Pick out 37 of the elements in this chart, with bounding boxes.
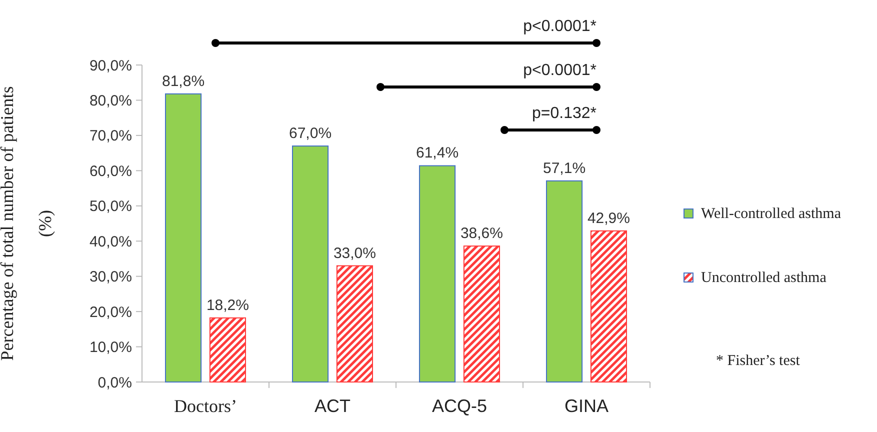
y-tick-label: 30,0% (89, 268, 132, 286)
y-tick-label: 90,0% (89, 57, 132, 74)
y-axis-title: Percentage of total number of patients (%) (0, 86, 55, 361)
bar (164, 93, 202, 382)
y-tick-label: 20,0% (89, 304, 132, 321)
data-label: 67,0% (289, 125, 332, 142)
data-label: 57,1% (543, 160, 586, 177)
y-tick-label: 10,0% (89, 339, 132, 356)
x-tick-label: GINA (564, 396, 609, 416)
x-tick-label: ACQ-5 (432, 396, 488, 416)
bar (590, 230, 628, 382)
data-label: 33,0% (333, 244, 376, 262)
x-tick-label: Doctors’ (174, 396, 237, 416)
data-label: 38,6% (460, 225, 503, 242)
data-label: 18,2% (206, 296, 249, 314)
annotation: p=0.132* (532, 105, 596, 122)
data-label: 81,8% (162, 72, 205, 90)
legend-label: Uncontrolled asthma (701, 270, 827, 286)
bar (463, 246, 500, 382)
bar (336, 265, 374, 382)
y-tick-label: 60,0% (89, 162, 132, 180)
text: * Fisher’s test (716, 353, 801, 369)
bar (209, 317, 246, 382)
y-tick-label: 70,0% (89, 128, 132, 145)
bar (292, 146, 329, 382)
annotation: p<0.0001* (523, 62, 596, 79)
bar (418, 165, 456, 382)
x-tick-label: ACT (314, 396, 351, 416)
y-tick-label: 50,0% (89, 198, 132, 216)
text: p<0.0001* (523, 18, 596, 35)
y-tick-label: 40,0% (89, 233, 132, 250)
legend-label: Well-controlled asthma (701, 206, 842, 222)
data-label: 42,9% (587, 210, 630, 227)
y-tick-label: 0,0% (98, 374, 132, 392)
data-label: 61,4% (416, 144, 459, 162)
bar (546, 180, 583, 382)
y-tick-label: 80,0% (89, 92, 132, 110)
